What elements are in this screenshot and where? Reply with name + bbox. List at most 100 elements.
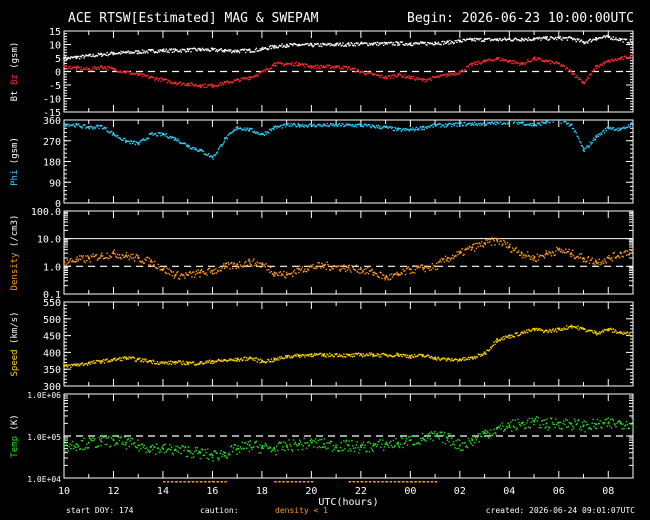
data-point — [139, 357, 141, 359]
data-point — [388, 126, 390, 128]
data-point — [320, 267, 322, 269]
data-point — [91, 360, 93, 363]
data-point — [114, 53, 116, 55]
data-point — [112, 68, 115, 70]
data-point — [359, 449, 361, 451]
data-point — [481, 40, 484, 42]
data-point — [179, 49, 182, 51]
data-point — [270, 47, 273, 50]
data-point — [243, 356, 245, 359]
data-point — [331, 450, 334, 452]
data-point — [322, 266, 325, 269]
data-point — [398, 445, 400, 447]
data-point — [299, 44, 302, 46]
data-point — [289, 443, 291, 445]
data-point — [557, 421, 560, 424]
data-point — [416, 442, 418, 444]
data-point — [431, 42, 433, 44]
data-point — [333, 265, 335, 267]
data-point — [436, 262, 438, 265]
data-point — [389, 75, 391, 77]
data-point — [125, 70, 127, 73]
data-point — [112, 250, 114, 253]
data-point — [451, 74, 453, 76]
data-point — [488, 437, 490, 439]
data-point — [525, 62, 527, 64]
data-point — [210, 83, 213, 85]
data-point — [623, 251, 625, 254]
caution-mark — [348, 481, 351, 483]
data-point — [131, 443, 133, 445]
caution-mark — [294, 481, 298, 483]
data-point — [518, 121, 520, 123]
data-point — [396, 41, 398, 43]
data-point — [109, 67, 111, 69]
data-point — [109, 53, 111, 55]
data-point — [566, 39, 569, 41]
data-point — [417, 78, 419, 81]
data-point — [382, 439, 384, 441]
data-point — [517, 62, 519, 64]
data-point — [231, 358, 233, 361]
data-point — [508, 245, 510, 247]
data-point — [140, 261, 142, 263]
data-point — [421, 355, 424, 358]
data-point — [175, 445, 177, 447]
data-point — [114, 253, 116, 255]
data-point — [557, 248, 559, 250]
data-point — [270, 358, 273, 360]
data-point — [543, 61, 546, 63]
data-point — [470, 356, 472, 359]
data-point — [203, 362, 205, 364]
data-point — [371, 44, 373, 46]
data-point — [573, 131, 576, 133]
data-point — [233, 129, 235, 131]
data-point — [462, 70, 464, 73]
data-point — [199, 149, 202, 151]
data-point — [154, 363, 156, 365]
data-point — [215, 50, 217, 52]
data-point — [509, 243, 511, 246]
data-point — [594, 422, 596, 425]
data-point — [481, 61, 484, 63]
data-point — [337, 65, 339, 68]
data-point — [427, 41, 429, 44]
data-point — [428, 269, 431, 271]
data-point — [431, 356, 433, 359]
data-point — [328, 355, 330, 358]
data-point — [397, 443, 399, 445]
data-point — [270, 270, 273, 273]
data-point — [338, 353, 341, 356]
data-point — [398, 127, 401, 130]
data-point — [607, 422, 610, 425]
data-point — [83, 57, 85, 59]
data-point — [246, 77, 249, 79]
data-point — [191, 82, 193, 85]
data-point — [249, 263, 251, 265]
data-point — [350, 355, 352, 357]
data-point — [228, 133, 230, 135]
data-point — [501, 244, 503, 247]
data-point — [500, 240, 502, 242]
data-point — [576, 423, 578, 425]
data-point — [432, 358, 434, 360]
data-point — [236, 453, 238, 455]
data-point — [174, 361, 177, 363]
data-point — [539, 328, 541, 330]
caution-mark — [430, 481, 434, 483]
data-point — [193, 147, 195, 149]
data-point — [135, 141, 137, 144]
data-point — [513, 121, 516, 123]
data-point — [496, 241, 499, 243]
data-point — [309, 123, 311, 125]
data-point — [216, 269, 219, 272]
data-point — [496, 38, 498, 41]
data-point — [220, 270, 222, 272]
data-point — [420, 78, 422, 80]
data-point — [369, 125, 372, 128]
data-point — [608, 36, 610, 39]
data-point — [139, 72, 141, 75]
data-point — [115, 359, 117, 362]
data-point — [64, 59, 66, 62]
data-point — [352, 356, 354, 358]
